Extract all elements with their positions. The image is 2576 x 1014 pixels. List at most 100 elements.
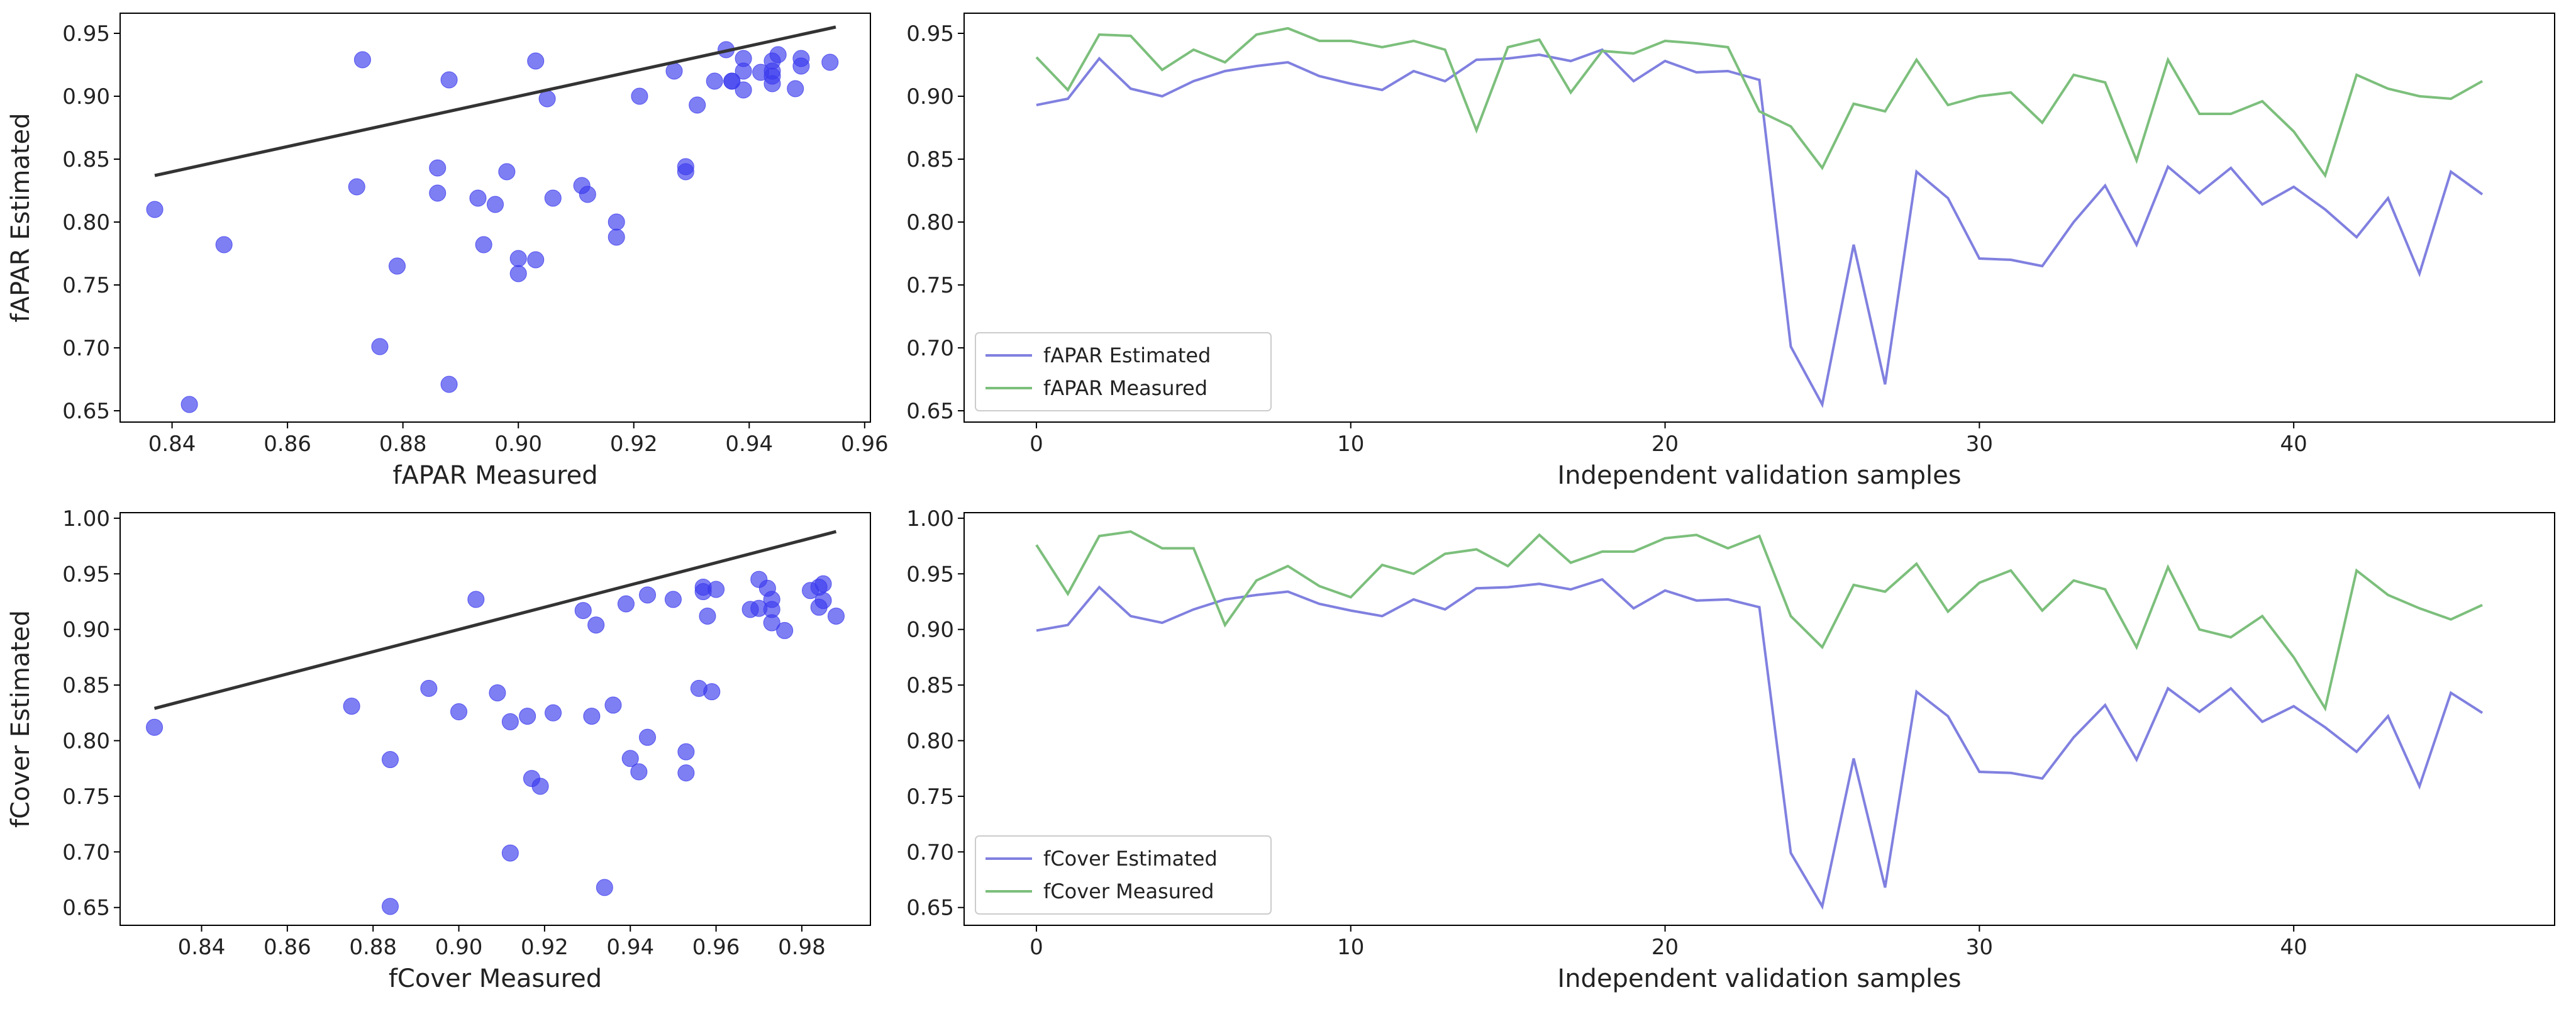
scatter-point — [475, 236, 492, 254]
series-line — [1036, 577, 2484, 910]
x-tick-label: 40 — [2280, 935, 2307, 960]
x-tick-label: 0 — [1030, 432, 1043, 457]
y-tick-label: 0.85 — [906, 673, 954, 698]
scatter-point — [706, 72, 723, 90]
scatter-point — [750, 599, 768, 617]
x-tick-label: 0.90 — [435, 935, 483, 960]
scatter-point — [608, 213, 625, 231]
scatter-point — [664, 591, 682, 608]
scatter-point — [381, 898, 399, 915]
x-tick-label: 0.96 — [841, 432, 889, 457]
scatter-point — [630, 763, 648, 781]
identity-line — [153, 530, 837, 710]
scatter-point — [469, 189, 487, 207]
x-tick-label: 0 — [1030, 935, 1043, 960]
y-tick-label: 0.65 — [906, 399, 954, 424]
y-tick-label: 0.95 — [62, 562, 110, 587]
scatter-point — [750, 571, 768, 588]
scatter-point — [146, 718, 164, 736]
scatter-point — [763, 591, 780, 608]
x-axis-label: fAPAR Measured — [392, 461, 597, 490]
scatter-point — [146, 201, 164, 218]
legend-box — [975, 332, 1272, 411]
scatter-point — [579, 186, 596, 203]
y-tick-label: 0.80 — [62, 210, 110, 235]
x-tick-label: 30 — [1966, 432, 1993, 457]
axes-frame — [119, 13, 871, 423]
y-tick-label: 0.95 — [62, 21, 110, 47]
scatter-point — [574, 602, 592, 620]
scatter-point — [489, 684, 506, 701]
series-line — [1035, 26, 2484, 179]
y-tick-label: 0.85 — [62, 673, 110, 698]
scatter-point — [538, 90, 556, 108]
series-line — [1036, 48, 2484, 408]
x-tick-label: 0.92 — [521, 935, 569, 960]
subplot: 0.84 0.86 0.88 0.90 0.92 0.94 0.96 0.65 0.70 0.75… — [6, 13, 889, 490]
scatter-point — [519, 708, 536, 725]
scatter-point — [544, 189, 562, 207]
subplot: 0.84 0.86 0.88 0.90 0.92 0.94 0.96 0.98 0.65 0.70… — [6, 506, 871, 993]
legend-label: fCover Estimated — [1043, 847, 1218, 871]
scatter-point — [677, 764, 695, 782]
subplot: 0 10 20 30 40 0.65 0.70 0.75 0.80 0.85 0.90 0.95 Ind… — [906, 13, 2555, 490]
scatter-point — [689, 96, 706, 114]
y-tick-label: 0.95 — [906, 562, 954, 587]
series-line — [1035, 530, 2483, 712]
scatter-point — [708, 581, 725, 598]
scatter-point — [699, 607, 716, 625]
scatter-point — [450, 703, 468, 721]
x-axis-label: Independent validation samples — [1557, 964, 1961, 993]
y-tick-label: 0.80 — [62, 728, 110, 754]
scatter-point — [621, 750, 639, 767]
scatter-point — [531, 777, 549, 795]
x-tick-label: 0.88 — [379, 432, 427, 457]
y-tick-label: 0.90 — [62, 84, 110, 109]
y-tick-label: 0.75 — [906, 273, 954, 298]
x-tick-label: 0.94 — [606, 935, 654, 960]
x-tick-label: 30 — [1966, 935, 1993, 960]
scatter-point — [735, 81, 752, 99]
scatter-point — [596, 879, 613, 896]
scatter-point — [509, 250, 527, 267]
y-tick-label: 0.75 — [62, 273, 110, 298]
x-tick-label: 10 — [1337, 935, 1364, 960]
y-tick-label: 1.00 — [62, 506, 110, 532]
x-tick-label: 0.86 — [264, 432, 311, 457]
scatter-point — [604, 696, 622, 714]
scatter-point — [487, 196, 504, 213]
scatter-point — [420, 679, 438, 697]
x-axis-label: Independent validation samples — [1557, 461, 1961, 490]
y-tick-label: 0.70 — [62, 840, 110, 865]
legend-label: fCover Measured — [1043, 879, 1214, 903]
scatter-point — [353, 51, 371, 69]
scatter-point — [509, 265, 527, 282]
y-tick-label: 0.65 — [62, 399, 110, 424]
x-tick-label: 10 — [1337, 432, 1364, 457]
scatter-point — [371, 338, 389, 355]
scatter-point — [802, 582, 819, 599]
scatter-point — [545, 704, 562, 722]
scatter-point — [821, 53, 839, 71]
scatter-point — [763, 52, 781, 70]
scatter-point — [440, 71, 458, 89]
legend-label: fAPAR Measured — [1043, 376, 1208, 400]
scatter-point — [343, 698, 360, 715]
scatter-point — [498, 163, 516, 181]
y-tick-label: 1.00 — [906, 506, 954, 532]
scatter-point — [639, 728, 657, 746]
y-tick-label: 0.90 — [906, 84, 954, 109]
scatter-point — [723, 72, 741, 90]
legend-label: fAPAR Estimated — [1043, 343, 1211, 367]
x-tick-label: 20 — [1652, 935, 1679, 960]
x-tick-label: 0.98 — [778, 935, 826, 960]
y-tick-label: 0.90 — [906, 618, 954, 643]
scatter-point — [527, 251, 545, 269]
legend-box — [975, 835, 1272, 915]
axes-frame — [963, 13, 2555, 423]
scatter-point — [617, 595, 635, 613]
scatter-point — [787, 80, 804, 98]
y-tick-label: 0.95 — [906, 21, 954, 47]
legend: fAPAR Estimated fAPAR Measured — [975, 332, 1272, 411]
